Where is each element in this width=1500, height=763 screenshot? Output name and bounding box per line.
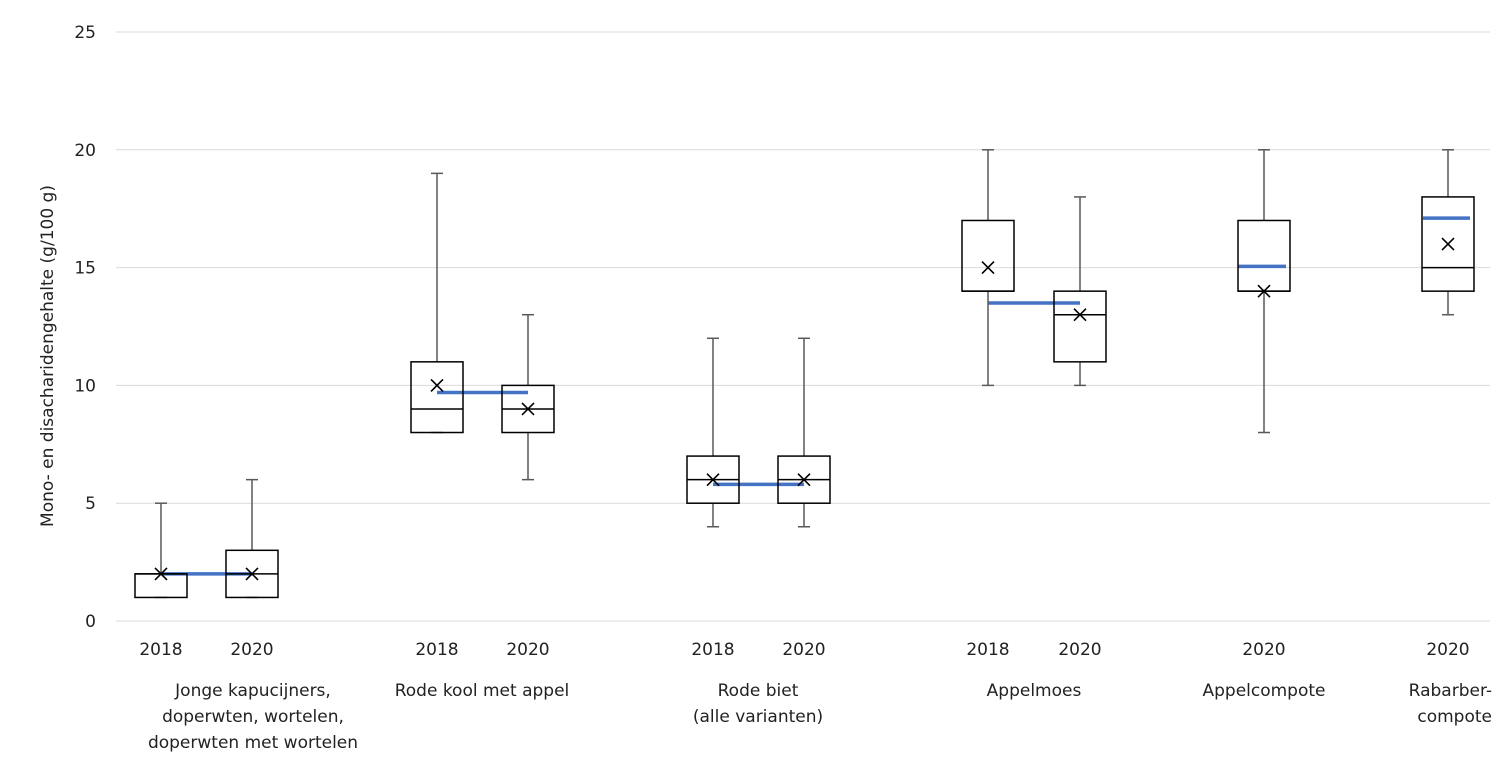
- group-label: doperwten, wortelen,: [162, 707, 344, 727]
- box-plot: [135, 503, 187, 597]
- iqr-box: [962, 220, 1014, 291]
- trend-lines: [161, 218, 1470, 574]
- box-plot: [1238, 150, 1290, 433]
- box-plot: [1054, 197, 1106, 385]
- x-tick-label: 2020: [782, 640, 825, 660]
- box-plot: [502, 315, 554, 480]
- y-tick-label: 15: [74, 259, 96, 279]
- group-label: Rode biet: [718, 681, 799, 701]
- box-plot: [687, 338, 739, 526]
- y-tick-label: 10: [74, 376, 96, 396]
- box-series: [135, 150, 1474, 598]
- y-tick-label: 20: [74, 141, 96, 161]
- x-tick-label: 2018: [139, 640, 182, 660]
- x-tick-label: 2020: [230, 640, 273, 660]
- x-tick-label: 2018: [966, 640, 1009, 660]
- x-axis-labels: 2018 2020 2018 2020 2018 2020 2018 2020 2020 2020…: [139, 640, 1492, 753]
- iqr-box: [1238, 220, 1290, 291]
- x-tick-label: 2020: [1426, 640, 1469, 660]
- y-axis-ticks: 0 5 10 15 20 25: [74, 23, 96, 632]
- box-plot: [226, 480, 278, 598]
- gridlines: [116, 32, 1490, 621]
- group-label: compote: [1417, 707, 1492, 727]
- group-label: Jonge kapucijners,: [174, 681, 331, 701]
- y-axis-label: Mono- en disacharidengehalte (g/100 g): [38, 185, 58, 527]
- y-tick-label: 5: [85, 494, 96, 514]
- y-tick-label: 0: [85, 612, 96, 632]
- x-tick-label: 2020: [1242, 640, 1285, 660]
- group-label: Rabarber-: [1409, 681, 1492, 701]
- x-tick-label: 2020: [1058, 640, 1101, 660]
- iqr-box: [411, 362, 463, 433]
- box-plot: [1422, 150, 1474, 315]
- x-tick-label: 2018: [691, 640, 734, 660]
- x-tick-label: 2018: [415, 640, 458, 660]
- group-label: Appelmoes: [987, 681, 1082, 701]
- group-label: Rode kool met appel: [395, 681, 570, 701]
- iqr-box: [135, 574, 187, 598]
- x-tick-label: 2020: [506, 640, 549, 660]
- y-tick-label: 25: [74, 23, 96, 43]
- box-plot: [778, 338, 830, 526]
- group-label: doperwten met wortelen: [148, 733, 358, 753]
- group-label: Appelcompote: [1202, 681, 1325, 701]
- group-label: (alle varianten): [693, 707, 823, 727]
